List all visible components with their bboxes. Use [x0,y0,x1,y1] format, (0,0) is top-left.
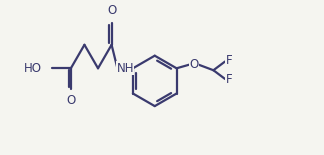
Text: O: O [190,58,199,71]
Text: O: O [107,4,116,17]
Text: O: O [66,94,75,107]
Text: F: F [226,54,232,67]
Text: F: F [226,73,232,86]
Text: NH: NH [116,62,134,75]
Text: HO: HO [24,62,42,75]
